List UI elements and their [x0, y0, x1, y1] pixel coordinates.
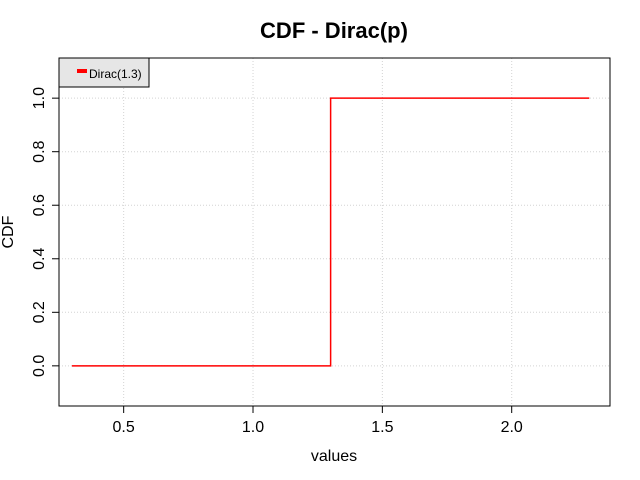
plot-frame — [58, 57, 611, 407]
chart-title: CDF - Dirac(p) — [260, 18, 408, 43]
x-tick-label: 1.5 — [371, 419, 393, 436]
y-tick-label: 0.0 — [31, 355, 48, 377]
x-axis: 0.5 1.0 1.5 2.0 — [113, 406, 523, 436]
y-tick-label: 0.4 — [31, 248, 48, 270]
x-axis-label: values — [311, 448, 357, 465]
x-tick-label: 2.0 — [501, 419, 523, 436]
y-tick-label: 0.8 — [31, 140, 48, 162]
legend-box — [58, 57, 150, 88]
legend-entry-label: Dirac(1.3) — [89, 67, 142, 81]
y-tick-label: 0.6 — [31, 194, 48, 216]
series-line — [71, 97, 590, 367]
y-axis-label: CDF — [0, 215, 17, 248]
x-tick-label: 1.0 — [242, 419, 264, 436]
legend: Dirac(1.3) — [58, 57, 150, 88]
grid-lines — [59, 58, 610, 406]
series-layer — [71, 97, 590, 367]
legend-swatch — [77, 69, 87, 73]
y-tick-label: 1.0 — [31, 87, 48, 109]
y-tick-label: 0.2 — [31, 301, 48, 323]
x-tick-label: 0.5 — [113, 419, 135, 436]
y-axis: 0.0 0.2 0.4 0.6 0.8 1.0 — [31, 87, 59, 377]
